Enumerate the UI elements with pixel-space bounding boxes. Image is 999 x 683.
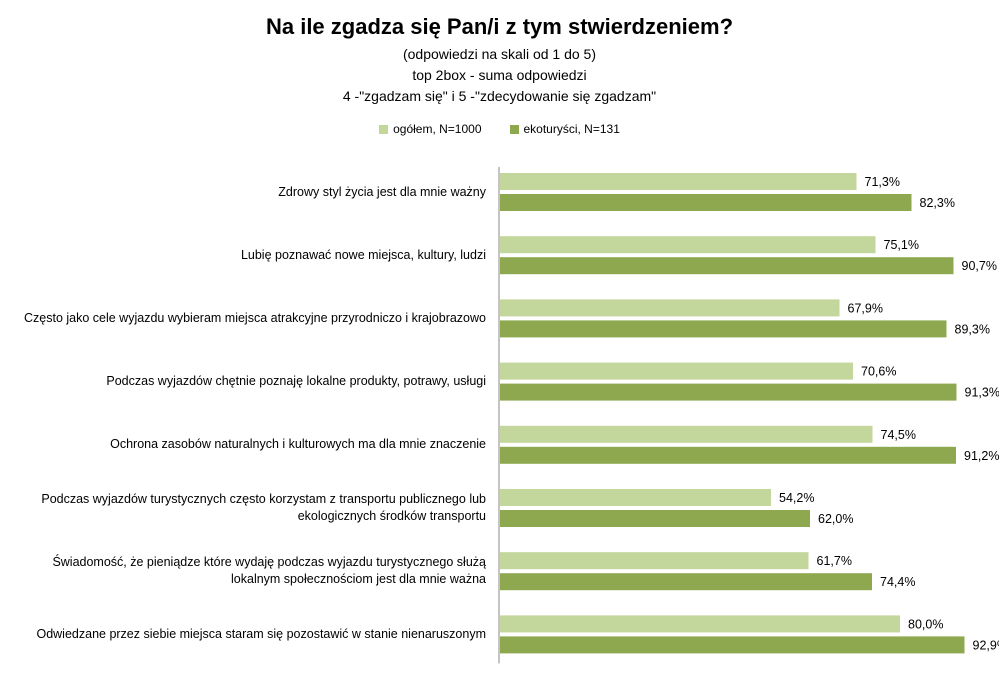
- bar-ogolem: [500, 299, 840, 317]
- bar-ekoturysci: [500, 573, 872, 591]
- data-label: 74,5%: [881, 428, 916, 442]
- chart-title: Na ile zgadza się Pan/i z tym stwierdzen…: [265, 14, 734, 39]
- data-label: 54,2%: [779, 491, 814, 505]
- category-label: Często jako cele wyjazdu wybieram miejsc…: [24, 310, 486, 325]
- data-label: 61,7%: [817, 554, 852, 568]
- bar-ogolem: [500, 236, 876, 254]
- legend-label-ekoturysci: ekoturyści, N=131: [523, 122, 620, 136]
- chart-subtitle-line-2: top 2box - suma odpowiedzi: [412, 67, 587, 83]
- bar-ekoturysci: [500, 194, 912, 211]
- data-label: 75,1%: [884, 238, 919, 252]
- data-label: 91,3%: [965, 386, 999, 400]
- legend-swatch-ogolem: [379, 124, 389, 134]
- category-label: Podczas wyjazdów turystycznych często ko…: [41, 492, 486, 523]
- category-label: Zdrowy styl życia jest dla mnie ważny: [278, 184, 486, 199]
- bar-ogolem: [500, 425, 873, 443]
- category-label: Świadomość, że pieniądze które wydaję po…: [52, 555, 486, 587]
- chart-subtitle-line-3: 4 -"zgadzam się" i 5 -"zdecydowanie się …: [342, 88, 657, 104]
- bar-ekoturysci: [500, 257, 954, 275]
- bar-ekoturysci: [500, 383, 957, 401]
- legend: ogółem, N=1000 ekoturyści, N=131: [0, 122, 999, 136]
- legend-swatch-ekoturysci: [509, 124, 519, 134]
- data-label: 80,0%: [908, 617, 943, 631]
- bar-ogolem: [500, 489, 771, 506]
- data-label: 92,9%: [973, 638, 999, 652]
- legend-label-ogolem: ogółem, N=1000: [393, 122, 482, 136]
- data-label: 91,2%: [964, 449, 999, 463]
- data-label: 67,9%: [848, 301, 883, 315]
- data-label: 89,3%: [955, 322, 990, 336]
- legend-item-ogolem: ogółem, N=1000: [379, 122, 482, 136]
- chart-subtitle-line-1: (odpowiedzi na skali od 1 do 5): [402, 46, 596, 62]
- bar-ogolem: [500, 615, 900, 633]
- category-label: Podczas wyjazdów chętnie poznaję lokalne…: [106, 374, 486, 389]
- data-label: 71,3%: [865, 175, 900, 189]
- legend-item-ekoturysci: ekoturyści, N=131: [509, 122, 620, 136]
- bar-ekoturysci: [500, 320, 947, 338]
- data-label: 70,6%: [861, 365, 896, 379]
- data-label: 62,0%: [818, 512, 853, 526]
- bar-ekoturysci: [500, 446, 956, 464]
- category-label: Odwiedzane przez siebie miejsca staram s…: [36, 626, 486, 641]
- data-label: 90,7%: [962, 259, 997, 273]
- bar-ogolem: [500, 552, 809, 570]
- data-label: 82,3%: [920, 196, 955, 210]
- bar-ekoturysci: [500, 510, 810, 527]
- bar-ogolem: [500, 173, 857, 190]
- category-label: Lubię poznawać nowe miejsca, kultury, lu…: [240, 247, 486, 262]
- data-label: 74,4%: [880, 575, 915, 589]
- bar-ekoturysci: [500, 636, 965, 654]
- category-label: Ochrona zasobów naturalnych i kulturowyc…: [110, 437, 486, 452]
- bar-ogolem: [500, 362, 853, 380]
